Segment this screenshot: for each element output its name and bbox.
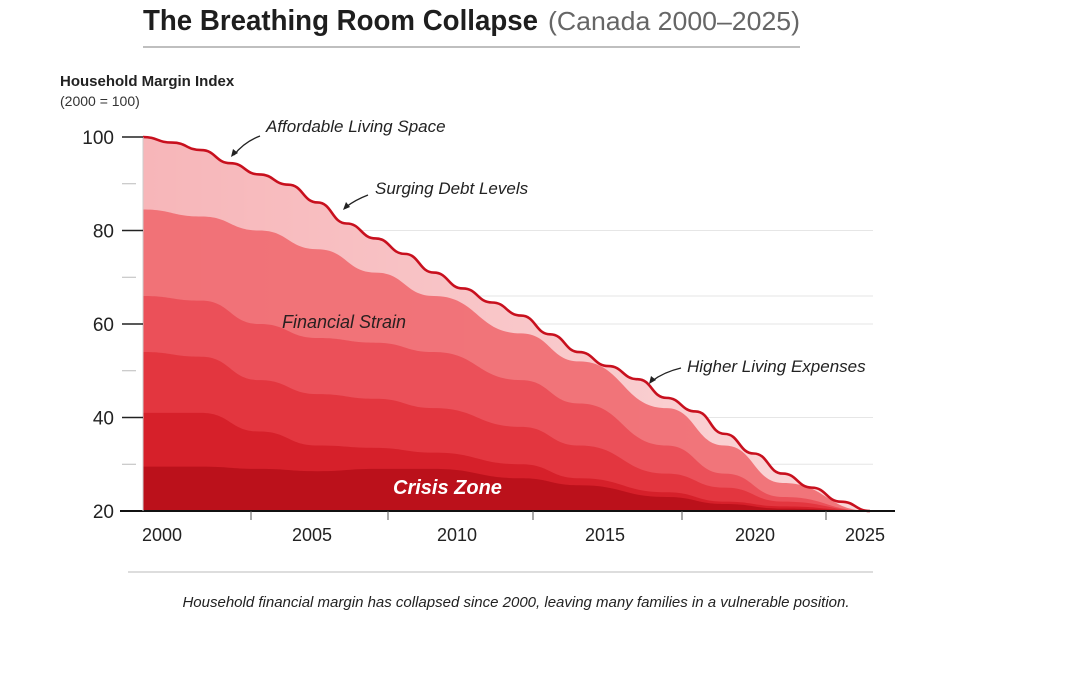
chart-title: The Breathing Room Collapse <box>143 5 538 37</box>
arrow-icon <box>345 194 369 208</box>
axes: 100 80 60 40 20 2000 2005 2010 2015 2020 2025 <box>82 128 895 545</box>
y-tick-label: 20 <box>93 502 114 523</box>
x-tick-label: 2010 <box>437 525 477 545</box>
annotation-affordable: Affordable Living Space <box>231 117 446 157</box>
x-tick-label: 2005 <box>292 525 332 545</box>
y-tick-label: 80 <box>93 222 114 243</box>
area-layer-5 <box>143 466 870 511</box>
y-axis-label: Household Margin Index <box>60 73 235 90</box>
chart-subtitle: (Canada 2000–2025) <box>548 6 800 36</box>
x-tick-label: 2000 <box>142 525 182 545</box>
arrowhead-icon <box>343 202 350 210</box>
y-axis-note: (2000 = 100) <box>60 93 140 109</box>
top-line <box>142 135 871 513</box>
arrow-icon <box>651 367 682 382</box>
annotation-expenses-text: Higher Living Expenses <box>687 357 866 376</box>
annotation-expenses: Higher Living Expenses <box>649 357 866 384</box>
arrowhead-icon <box>649 376 656 384</box>
x-tick-label: 2015 <box>585 525 625 545</box>
annotation-affordable-text: Affordable Living Space <box>265 117 446 136</box>
x-tick-label: 2025 <box>845 525 885 545</box>
annotation-debt: Surging Debt Levels <box>343 179 529 210</box>
caption: Household financial margin has collapsed… <box>182 594 849 611</box>
arrowhead-icon <box>231 149 238 157</box>
y-tick-label: 100 <box>82 128 114 149</box>
annotation-debt-text: Surging Debt Levels <box>375 179 529 198</box>
y-tick-label: 40 <box>93 409 114 430</box>
x-tick-label: 2020 <box>735 525 775 545</box>
annotation-crisis-zone: Crisis Zone <box>393 477 502 499</box>
annotation-financial-strain: Financial Strain <box>282 312 406 332</box>
stacked-areas <box>142 135 871 513</box>
y-tick-label: 60 <box>93 315 114 336</box>
arrow-icon <box>233 135 261 156</box>
